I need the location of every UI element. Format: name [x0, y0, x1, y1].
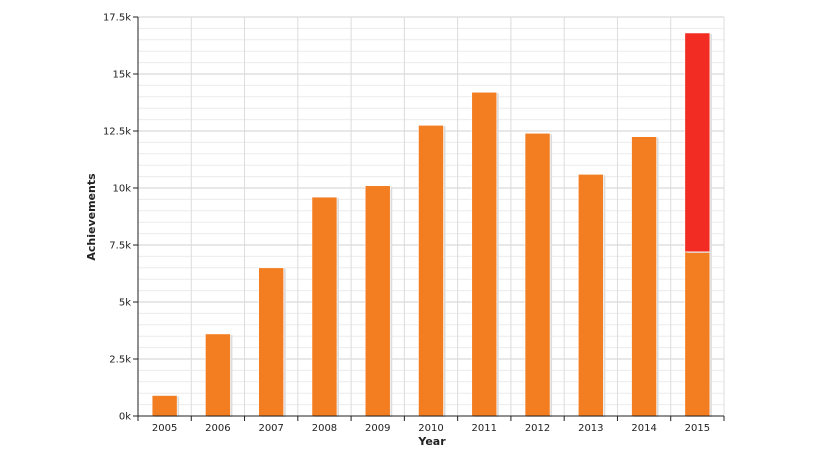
bar-2005-series-1 — [151, 395, 178, 417]
axes: 0k 2.5k 5k 7.5k 10k 12.5k 15k 17.5k 2005 2006 2007… — [103, 13, 725, 434]
x-tick-label: 2010 — [418, 423, 443, 434]
x-tick-label: 2012 — [525, 423, 550, 434]
bar-2011-series-1 — [471, 91, 498, 417]
bar-2008-series-1 — [311, 196, 338, 417]
bar-2012-series-1 — [524, 132, 551, 417]
bar-2013-series-1 — [577, 174, 604, 417]
x-tick-label: 2006 — [205, 423, 230, 434]
y-tick-label: 12.5k — [103, 127, 131, 138]
x-tick-label: 2008 — [312, 423, 337, 434]
bar-2015-series-1 — [684, 251, 711, 417]
y-tick-label: 17.5k — [103, 13, 131, 24]
x-tick-label: 2014 — [631, 423, 656, 434]
y-tick-label: 7.5k — [109, 241, 131, 252]
bar-2014-series-1 — [631, 136, 657, 417]
y-tick-label: 10k — [112, 184, 131, 195]
y-tick-label: 5k — [119, 298, 131, 309]
x-tick-label: 2007 — [258, 423, 283, 434]
x-tick-label: 2011 — [472, 423, 497, 434]
y-tick-label: 2.5k — [109, 355, 131, 366]
x-tick-label: 2005 — [152, 423, 177, 434]
x-tick-label: 2013 — [578, 423, 603, 434]
bar-2006-series-1 — [205, 333, 231, 417]
y-axis-title: Achievements — [85, 173, 98, 261]
y-tick-label: 0k — [119, 412, 131, 423]
bar-2007-series-1 — [258, 267, 285, 417]
bars — [151, 32, 712, 418]
bar-2009-series-1 — [364, 185, 391, 417]
x-tick-label: 2015 — [685, 423, 710, 434]
bar-2010-series-1 — [418, 125, 444, 417]
bar-2015-series-2 — [684, 32, 711, 253]
x-axis-title: Year — [417, 435, 446, 448]
y-tick-label: 15k — [112, 70, 131, 81]
x-tick-label: 2009 — [365, 423, 390, 434]
